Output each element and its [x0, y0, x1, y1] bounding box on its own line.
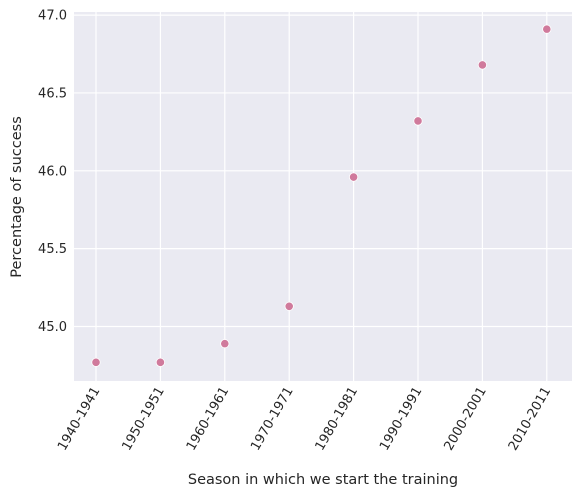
y-tick-label: 47.0: [38, 9, 67, 24]
y-tick-label: 46.5: [38, 86, 67, 101]
data-point: [155, 357, 165, 367]
data-point: [348, 172, 359, 182]
data-point: [542, 24, 552, 34]
y-tick-label: 46.0: [38, 164, 67, 179]
x-tick-label: 1990-1991: [377, 385, 425, 454]
x-tick-label: 1940-1941: [55, 385, 103, 454]
x-tick-labels: 1940-1941 1950-1951 1960-1961 1970-1971 1980…: [55, 385, 554, 454]
x-tick-label: 2000-2001: [441, 385, 489, 454]
x-axis-label: Season in which we start the training: [188, 472, 458, 488]
x-tick-label: 1980-1981: [313, 385, 361, 454]
grid-lines: [74, 12, 572, 381]
y-tick-labels: 45.0 45.5 46.0 46.5 47.0: [38, 9, 67, 335]
x-tick-label: 1970-1971: [248, 385, 296, 454]
plot-area: [74, 12, 572, 381]
data-points: [91, 24, 552, 367]
y-tick-label: 45.0: [38, 320, 67, 335]
data-point: [284, 301, 294, 311]
x-tick-label: 1960-1961: [184, 385, 232, 454]
data-point: [477, 60, 487, 70]
data-point: [220, 339, 230, 349]
x-tick-label: 2010-2011: [506, 385, 554, 454]
y-tick-label: 45.5: [38, 242, 67, 257]
data-point: [91, 357, 101, 367]
x-tick-label: 1950-1951: [119, 385, 167, 454]
data-point: [413, 116, 423, 126]
y-axis-label: Percentage of success: [9, 116, 25, 277]
